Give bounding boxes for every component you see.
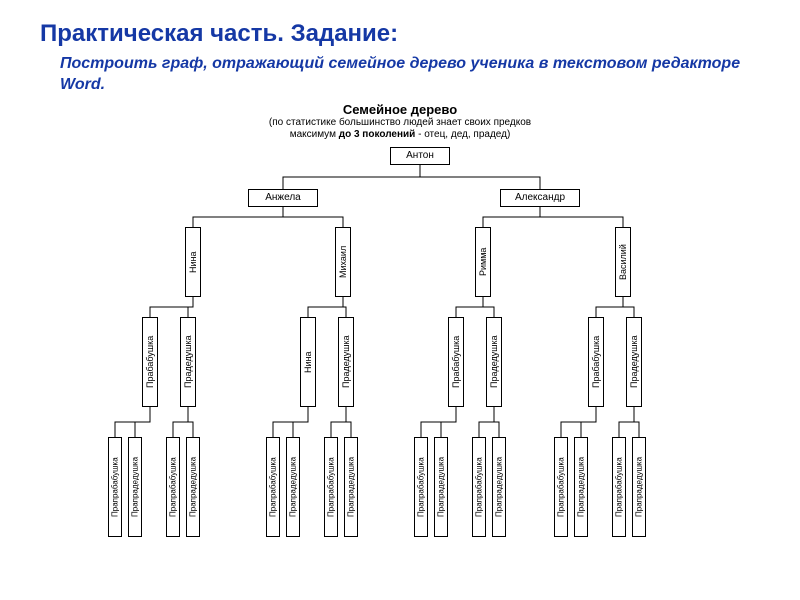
tree-sub-line1: (по статистике большинство людей знает с… xyxy=(269,117,531,128)
tree-node: Михаил xyxy=(335,227,351,297)
tree-node: Прапрабабушка xyxy=(612,437,626,537)
tree-node: Прабабушка xyxy=(588,317,604,407)
task-subtitle: Построить граф, отражающий семейное дере… xyxy=(0,54,800,100)
tree-node: Прапрадедушка xyxy=(574,437,588,537)
tree-node: Прапрабабушка xyxy=(414,437,428,537)
tree-node: Прапрадедушка xyxy=(186,437,200,537)
page-title: Практическая часть. Задание: xyxy=(0,0,800,54)
tree-sub-prefix: максимум xyxy=(290,129,339,140)
tree-node: Нина xyxy=(300,317,316,407)
family-tree-diagram: Антон Анжела Александр Нина Михаил Римма Васил… xyxy=(0,147,800,577)
tree-node: Прапрадедушка xyxy=(632,437,646,537)
tree-node: Прапрадедушка xyxy=(128,437,142,537)
tree-node: Прадедушка xyxy=(180,317,196,407)
tree-node: Александр xyxy=(500,189,580,207)
tree-node: Прапрадедушка xyxy=(492,437,506,537)
tree-node: Прадедушка xyxy=(338,317,354,407)
tree-node: Прадедушка xyxy=(486,317,502,407)
tree-node: Нина xyxy=(185,227,201,297)
tree-node: Прабабушка xyxy=(448,317,464,407)
tree-node: Прапрадедушка xyxy=(434,437,448,537)
tree-node: Прапрабабушка xyxy=(324,437,338,537)
tree-header: Семейное дерево xyxy=(0,102,800,117)
tree-node: Прапрадедушка xyxy=(286,437,300,537)
tree-subheader: (по статистике большинство людей знает с… xyxy=(0,117,800,141)
tree-sub-suffix: - отец, дед, прадед) xyxy=(415,129,510,140)
tree-node: Прапрабабушка xyxy=(266,437,280,537)
tree-node: Анжела xyxy=(248,189,318,207)
tree-node: Прапрабабушка xyxy=(472,437,486,537)
tree-node: Прапрабабушка xyxy=(554,437,568,537)
tree-node: Прапрадедушка xyxy=(344,437,358,537)
tree-node: Прапрабабушка xyxy=(166,437,180,537)
tree-node: Антон xyxy=(390,147,450,165)
tree-node: Прадедушка xyxy=(626,317,642,407)
tree-node: Прабабушка xyxy=(142,317,158,407)
tree-sub-bold: до 3 поколений xyxy=(339,129,416,140)
tree-node: Василий xyxy=(615,227,631,297)
tree-node: Римма xyxy=(475,227,491,297)
tree-node: Прапрабабушка xyxy=(108,437,122,537)
